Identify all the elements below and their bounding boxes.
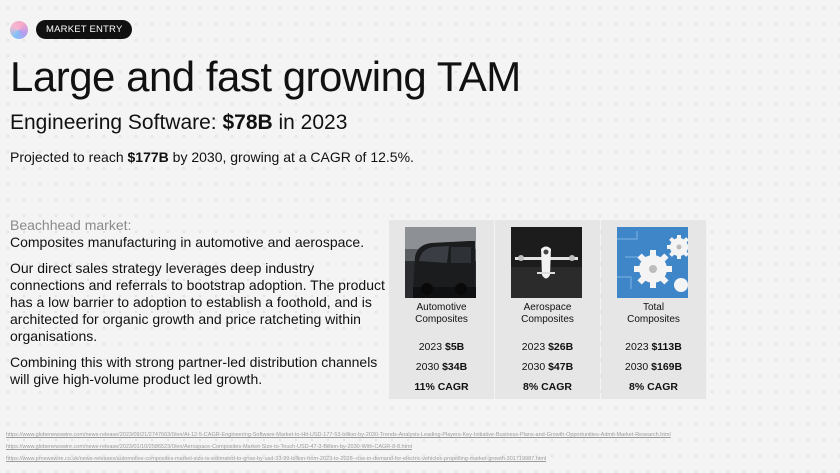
- market-name-line2: Composites: [415, 314, 468, 325]
- market-name-line2: Composites: [521, 314, 574, 325]
- market-cagr: 8% CAGR: [628, 381, 678, 393]
- market-card-automotive: Automotive Composites 2023 $5B 2030 $34B…: [389, 220, 494, 399]
- slide-subtitle: Engineering Software: $78B in 2023: [10, 110, 347, 136]
- beachhead-line: Composites manufacturing in automotive a…: [10, 234, 365, 250]
- market-cards: Automotive Composites 2023 $5B 2030 $34B…: [389, 220, 707, 399]
- reference-link[interactable]: https://www.globenewswire.com/news-relea…: [6, 444, 412, 450]
- value-2023: $5B: [445, 341, 465, 353]
- subtitle-value: $78B: [222, 111, 273, 134]
- market-cagr: 11% CAGR: [414, 381, 469, 393]
- reference-link[interactable]: https://www.prnewswire.co.uk/news-releas…: [6, 456, 547, 462]
- value-2030: $34B: [442, 361, 468, 373]
- year-label: 2023: [625, 341, 652, 353]
- gears-photo-icon: [617, 227, 688, 298]
- market-name: Total Composites: [601, 302, 706, 326]
- year-label: 2030: [415, 361, 443, 373]
- market-name-line1: Total: [642, 302, 665, 313]
- year-label: 2023: [521, 341, 549, 353]
- reference-links: https://www.globenewswire.com/news-relea…: [6, 429, 671, 465]
- subtitle-prefix: Engineering Software:: [10, 111, 223, 134]
- value-2023: $113B: [651, 341, 682, 353]
- year-label: 2030: [624, 361, 652, 373]
- market-name-line1: Aerospace: [523, 302, 572, 313]
- market-cagr: 8% CAGR: [522, 381, 572, 393]
- market-name-line2: Composites: [627, 314, 680, 325]
- value-2023: $26B: [548, 341, 574, 353]
- distribution-paragraph: Combining this with strong partner-led d…: [10, 354, 378, 387]
- beachhead-section: Beachhead market: Composites manufacturi…: [10, 217, 385, 388]
- section-tag: MARKET ENTRY: [36, 20, 133, 39]
- projection-text: Projected to reach $177B by 2030, growin…: [10, 148, 414, 166]
- value-2030: $47B: [548, 361, 574, 373]
- market-name-line1: Automotive: [416, 302, 467, 313]
- market-value-2023: 2023 $113B: [601, 341, 706, 354]
- market-value-2023: 2023 $26B: [495, 341, 600, 354]
- year-label: 2030: [521, 361, 549, 373]
- market-card-total: Total Composites 2023 $113B 2030 $169B 8…: [601, 220, 706, 399]
- value-2030: $169B: [651, 361, 683, 373]
- projection-value: $177B: [127, 149, 169, 165]
- projection-prefix: Projected to reach: [10, 149, 128, 165]
- projection-suffix: by 2030, growing at a CAGR of 12.5%.: [168, 149, 414, 165]
- market-name: Aerospace Composites: [495, 302, 600, 326]
- strategy-paragraph: Our direct sales strategy leverages deep…: [10, 260, 385, 344]
- market-value-2023: 2023 $5B: [389, 341, 494, 354]
- company-logo-icon: [10, 21, 28, 39]
- market-card-aerospace: Aerospace Composites 2023 $26B 2030 $47B…: [495, 220, 600, 399]
- market-name: Automotive Composites: [389, 302, 494, 326]
- truck-photo-icon: [405, 227, 476, 298]
- market-value-2030: 2030 $169B: [601, 361, 706, 374]
- market-value-2030: 2030 $34B: [389, 361, 494, 374]
- subtitle-suffix: in 2023: [272, 111, 348, 134]
- aircraft-photo-icon: [511, 227, 582, 298]
- market-value-2030: 2030 $47B: [495, 361, 600, 374]
- slide-title: Large and fast growing TAM: [10, 53, 521, 100]
- year-label: 2023: [418, 341, 445, 353]
- beachhead-label: Beachhead market:: [10, 217, 132, 233]
- reference-link[interactable]: https://www.globenewswire.com/news-relea…: [6, 432, 671, 438]
